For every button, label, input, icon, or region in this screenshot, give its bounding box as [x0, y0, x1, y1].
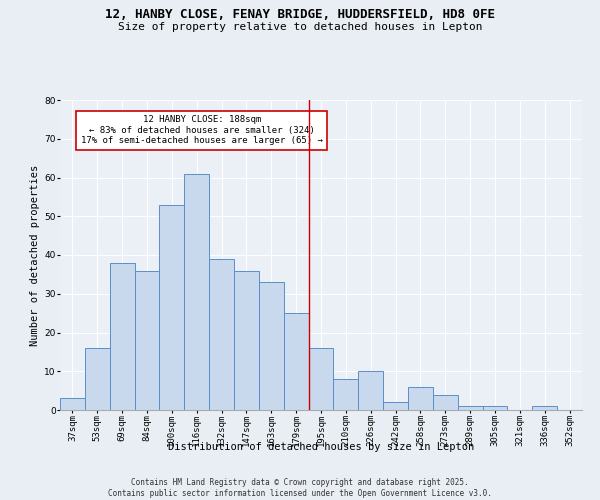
Bar — [110, 263, 134, 410]
Y-axis label: Number of detached properties: Number of detached properties — [30, 164, 40, 346]
Bar — [284, 313, 308, 410]
Text: Distribution of detached houses by size in Lepton: Distribution of detached houses by size … — [168, 442, 474, 452]
Bar — [234, 270, 259, 410]
Bar — [383, 402, 408, 410]
Bar — [433, 394, 458, 410]
Bar — [160, 204, 184, 410]
Text: Contains HM Land Registry data © Crown copyright and database right 2025.
Contai: Contains HM Land Registry data © Crown c… — [108, 478, 492, 498]
Text: 12 HANBY CLOSE: 188sqm
← 83% of detached houses are smaller (324)
17% of semi-de: 12 HANBY CLOSE: 188sqm ← 83% of detached… — [81, 116, 323, 146]
Bar — [334, 379, 358, 410]
Bar — [184, 174, 209, 410]
Bar — [259, 282, 284, 410]
Bar — [482, 406, 508, 410]
Text: Size of property relative to detached houses in Lepton: Size of property relative to detached ho… — [118, 22, 482, 32]
Bar — [458, 406, 482, 410]
Bar — [532, 406, 557, 410]
Bar — [85, 348, 110, 410]
Text: 12, HANBY CLOSE, FENAY BRIDGE, HUDDERSFIELD, HD8 0FE: 12, HANBY CLOSE, FENAY BRIDGE, HUDDERSFI… — [105, 8, 495, 20]
Bar — [358, 371, 383, 410]
Bar — [308, 348, 334, 410]
Bar — [209, 259, 234, 410]
Bar — [60, 398, 85, 410]
Bar — [408, 387, 433, 410]
Bar — [134, 270, 160, 410]
